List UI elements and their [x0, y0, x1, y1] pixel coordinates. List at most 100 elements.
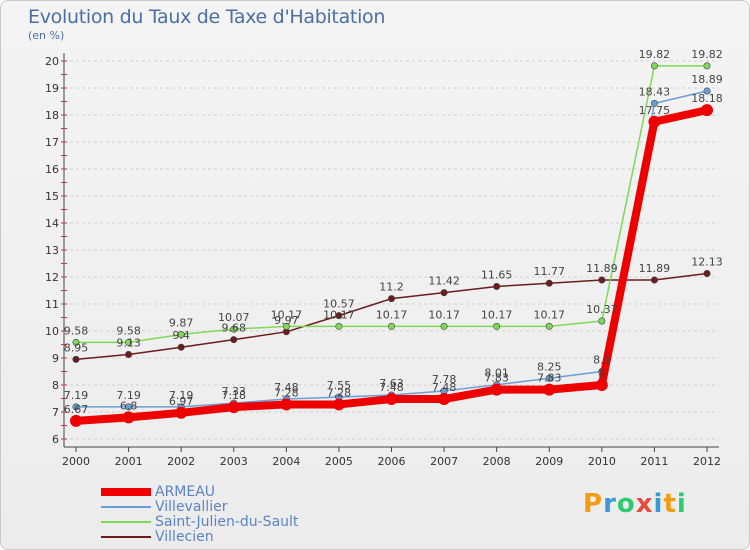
data-label: 9.4 [172, 329, 190, 342]
y-tick-label: 7 [52, 406, 59, 419]
y-tick-label: 20 [45, 55, 59, 68]
data-point [650, 99, 658, 107]
x-tick-label: 2004 [272, 455, 300, 468]
data-label: 10.17 [481, 308, 513, 321]
data-label: 9.58 [116, 324, 141, 337]
y-tick-label: 18 [45, 109, 59, 122]
data-label: 10.17 [428, 308, 460, 321]
logo-letter: i [676, 489, 687, 519]
chart-legend: ARMEAU Villevallier Saint-Julien-du-Sault V… [101, 483, 299, 545]
data-label: 12.13 [691, 255, 723, 268]
logo-letter: t [663, 489, 677, 519]
legend-swatch [101, 535, 151, 538]
data-label: 11.89 [639, 262, 671, 275]
data-label: 7.48 [274, 381, 299, 394]
data-point [545, 374, 553, 382]
data-point [70, 414, 82, 427]
x-tick-label: 2008 [483, 455, 511, 468]
legend-item: Saint-Julien-du-Sault [101, 513, 299, 530]
data-label: 10.37 [586, 303, 618, 316]
x-tick-label: 2011 [640, 455, 668, 468]
x-tick-label: 2010 [588, 455, 616, 468]
data-point [177, 343, 185, 351]
y-tick-label: 6 [52, 433, 59, 446]
y-tick-label: 12 [45, 271, 59, 284]
data-label: 10.57 [323, 298, 355, 311]
data-point [175, 406, 188, 419]
data-label: 9.97 [274, 314, 299, 327]
x-tick-label: 2012 [693, 455, 721, 468]
data-label: 8.95 [64, 341, 89, 354]
data-label: 9.13 [116, 336, 141, 349]
data-point [493, 282, 501, 290]
legend-item: Villecien [101, 529, 298, 545]
data-point [230, 336, 238, 344]
x-tick-label: 2001 [115, 455, 143, 468]
data-point [335, 322, 343, 330]
chart-title: Evolution du Taux de Taxe d'Habitation [28, 6, 386, 28]
data-label: 11.2 [379, 281, 404, 294]
data-label: 6.97 [169, 395, 194, 408]
data-label: 7.18 [222, 389, 247, 402]
legend-label: ARMEAU [155, 483, 216, 500]
data-point [125, 338, 133, 346]
data-label: 19.82 [691, 48, 723, 61]
data-point [650, 62, 658, 70]
data-point [280, 398, 293, 411]
data-point [493, 322, 501, 330]
legend-item: Villevallier [101, 499, 298, 515]
series-line [75, 90, 708, 408]
data-point [703, 269, 711, 277]
data-point [72, 403, 80, 411]
data-label: 9.58 [64, 324, 89, 337]
x-tick-label: 2006 [378, 455, 406, 468]
x-tick-label: 2009 [535, 455, 563, 468]
logo-letter: r [603, 489, 617, 519]
data-point [703, 62, 711, 70]
data-label: 18.89 [691, 73, 723, 86]
data-label: 6.67 [64, 403, 89, 416]
data-point [440, 322, 448, 330]
data-point [125, 350, 133, 358]
x-tick-label: 2000 [62, 455, 90, 468]
data-label: 10.07 [218, 311, 250, 324]
data-point [72, 355, 80, 363]
data-point [72, 338, 80, 346]
data-point [650, 276, 658, 284]
y-tick-label: 15 [45, 190, 59, 203]
data-point [335, 312, 343, 320]
data-label: 7.28 [274, 386, 299, 399]
y-tick-label: 17 [45, 136, 59, 149]
data-point [332, 398, 345, 411]
y-tick-label: 10 [45, 325, 59, 338]
data-label: 11.42 [428, 275, 460, 288]
y-tick-label: 19 [45, 82, 59, 95]
data-label: 19.82 [639, 48, 671, 61]
y-tick-label: 9 [52, 352, 59, 365]
data-label: 8 [598, 367, 605, 380]
x-tick-label: 2005 [325, 455, 353, 468]
y-tick-label: 11 [45, 298, 59, 311]
data-label: 7.83 [484, 372, 509, 385]
data-point [385, 393, 398, 406]
x-tick-label: 2002 [167, 455, 195, 468]
legend-item: ARMEAU [101, 483, 298, 500]
data-label: 6.8 [120, 399, 138, 412]
data-label: 8.5 [593, 354, 611, 367]
data-point [543, 383, 556, 396]
data-point [701, 104, 713, 117]
data-label: 17.75 [639, 104, 671, 117]
data-point [595, 379, 608, 391]
legend-swatch [101, 505, 151, 508]
legend-label: Saint-Julien-du-Sault [155, 513, 299, 530]
data-label: 7.19 [64, 389, 89, 402]
data-point [545, 279, 553, 287]
data-point [545, 322, 553, 330]
data-point [598, 276, 606, 284]
data-label: 10.17 [534, 308, 566, 321]
data-point [598, 317, 606, 325]
data-label: 7.19 [169, 389, 194, 402]
data-label: 10.17 [271, 308, 303, 321]
logo-letter: i [653, 489, 664, 519]
